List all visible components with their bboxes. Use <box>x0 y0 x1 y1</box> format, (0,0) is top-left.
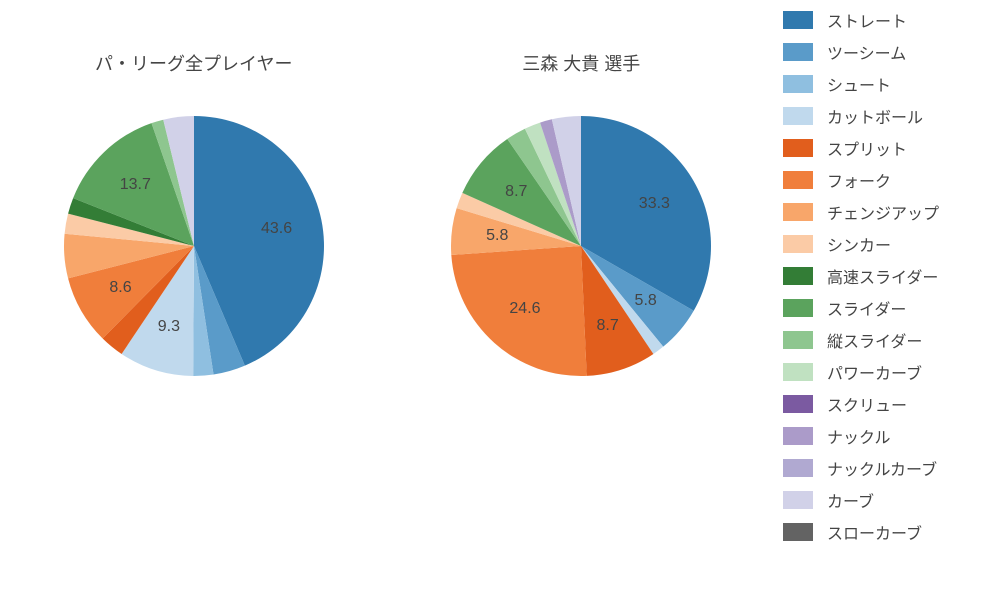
legend-label: フォーク <box>827 168 891 192</box>
legend-label: ナックル <box>827 424 891 448</box>
legend-label: 縦スライダー <box>827 328 922 352</box>
legend-swatch <box>783 139 813 157</box>
legend-swatch <box>783 491 813 509</box>
legend-swatch <box>783 11 813 29</box>
charts-area: パ・リーグ全プレイヤー 43.6 9.3 8.6 13.7 三森 大貴 選手 33.3… <box>0 0 775 600</box>
pie-value-label: 24.6 <box>509 300 540 318</box>
legend-label: 高速スライダー <box>827 264 938 288</box>
legend-swatch <box>783 171 813 189</box>
legend-swatch <box>783 395 813 413</box>
legend-label: カットボール <box>827 104 923 128</box>
legend-label: スライダー <box>827 296 906 320</box>
chart-left: パ・リーグ全プレイヤー 43.6 9.3 8.6 13.7 <box>54 50 334 386</box>
legend-item: ストレート <box>783 8 988 32</box>
legend-item: スローカーブ <box>783 520 988 544</box>
legend-label: ツーシーム <box>827 40 906 64</box>
legend-item: フォーク <box>783 168 988 192</box>
pie-value-label: 8.7 <box>596 317 618 335</box>
legend-item: 縦スライダー <box>783 328 988 352</box>
legend-label: スローカーブ <box>827 520 922 544</box>
legend-label: カーブ <box>827 488 874 512</box>
pie-value-label: 5.8 <box>635 292 657 310</box>
legend-swatch <box>783 267 813 285</box>
pie-value-label: 9.3 <box>158 318 180 336</box>
legend-item: シュート <box>783 72 988 96</box>
legend-item: スプリット <box>783 136 988 160</box>
legend-label: パワーカーブ <box>827 360 922 384</box>
legend-item: スクリュー <box>783 392 988 416</box>
legend-item: カーブ <box>783 488 988 512</box>
legend-label: ストレート <box>827 8 907 32</box>
legend-swatch <box>783 331 813 349</box>
pie-value-label: 8.6 <box>109 279 131 297</box>
legend-swatch <box>783 523 813 541</box>
legend-item: シンカー <box>783 232 988 256</box>
pie-left: 43.6 9.3 8.6 13.7 <box>54 106 334 386</box>
legend-label: チェンジアップ <box>827 200 939 224</box>
legend-label: スプリット <box>827 136 907 160</box>
pie-value-label: 13.7 <box>120 176 151 194</box>
legend-swatch <box>783 75 813 93</box>
legend-label: ナックルカーブ <box>827 456 937 480</box>
chart-right-title: 三森 大貴 選手 <box>522 50 640 76</box>
chart-container: パ・リーグ全プレイヤー 43.6 9.3 8.6 13.7 三森 大貴 選手 33.3… <box>0 0 1000 600</box>
legend-item: パワーカーブ <box>783 360 988 384</box>
legend-item: ナックルカーブ <box>783 456 988 480</box>
legend-swatch <box>783 107 813 125</box>
pie-value-label: 33.3 <box>639 195 670 213</box>
legend-swatch <box>783 235 813 253</box>
legend-item: 高速スライダー <box>783 264 988 288</box>
legend: ストレートツーシームシュートカットボールスプリットフォークチェンジアップシンカー… <box>775 0 1000 600</box>
legend-label: スクリュー <box>827 392 907 416</box>
legend-item: スライダー <box>783 296 988 320</box>
chart-left-title: パ・リーグ全プレイヤー <box>95 50 292 76</box>
legend-swatch <box>783 363 813 381</box>
legend-label: シンカー <box>827 232 891 256</box>
pie-value-label: 5.8 <box>486 227 508 245</box>
pie-value-label: 8.7 <box>505 183 527 201</box>
legend-label: シュート <box>827 72 891 96</box>
legend-swatch <box>783 459 813 477</box>
legend-swatch <box>783 299 813 317</box>
chart-right: 三森 大貴 選手 33.3 5.8 8.7 24.6 5.8 8.7 <box>441 50 721 386</box>
legend-swatch <box>783 427 813 445</box>
legend-item: ツーシーム <box>783 40 988 64</box>
pie-right: 33.3 5.8 8.7 24.6 5.8 8.7 <box>441 106 721 386</box>
legend-item: チェンジアップ <box>783 200 988 224</box>
legend-item: ナックル <box>783 424 988 448</box>
legend-swatch <box>783 203 813 221</box>
legend-swatch <box>783 43 813 61</box>
pie-value-label: 43.6 <box>261 220 292 238</box>
legend-item: カットボール <box>783 104 988 128</box>
